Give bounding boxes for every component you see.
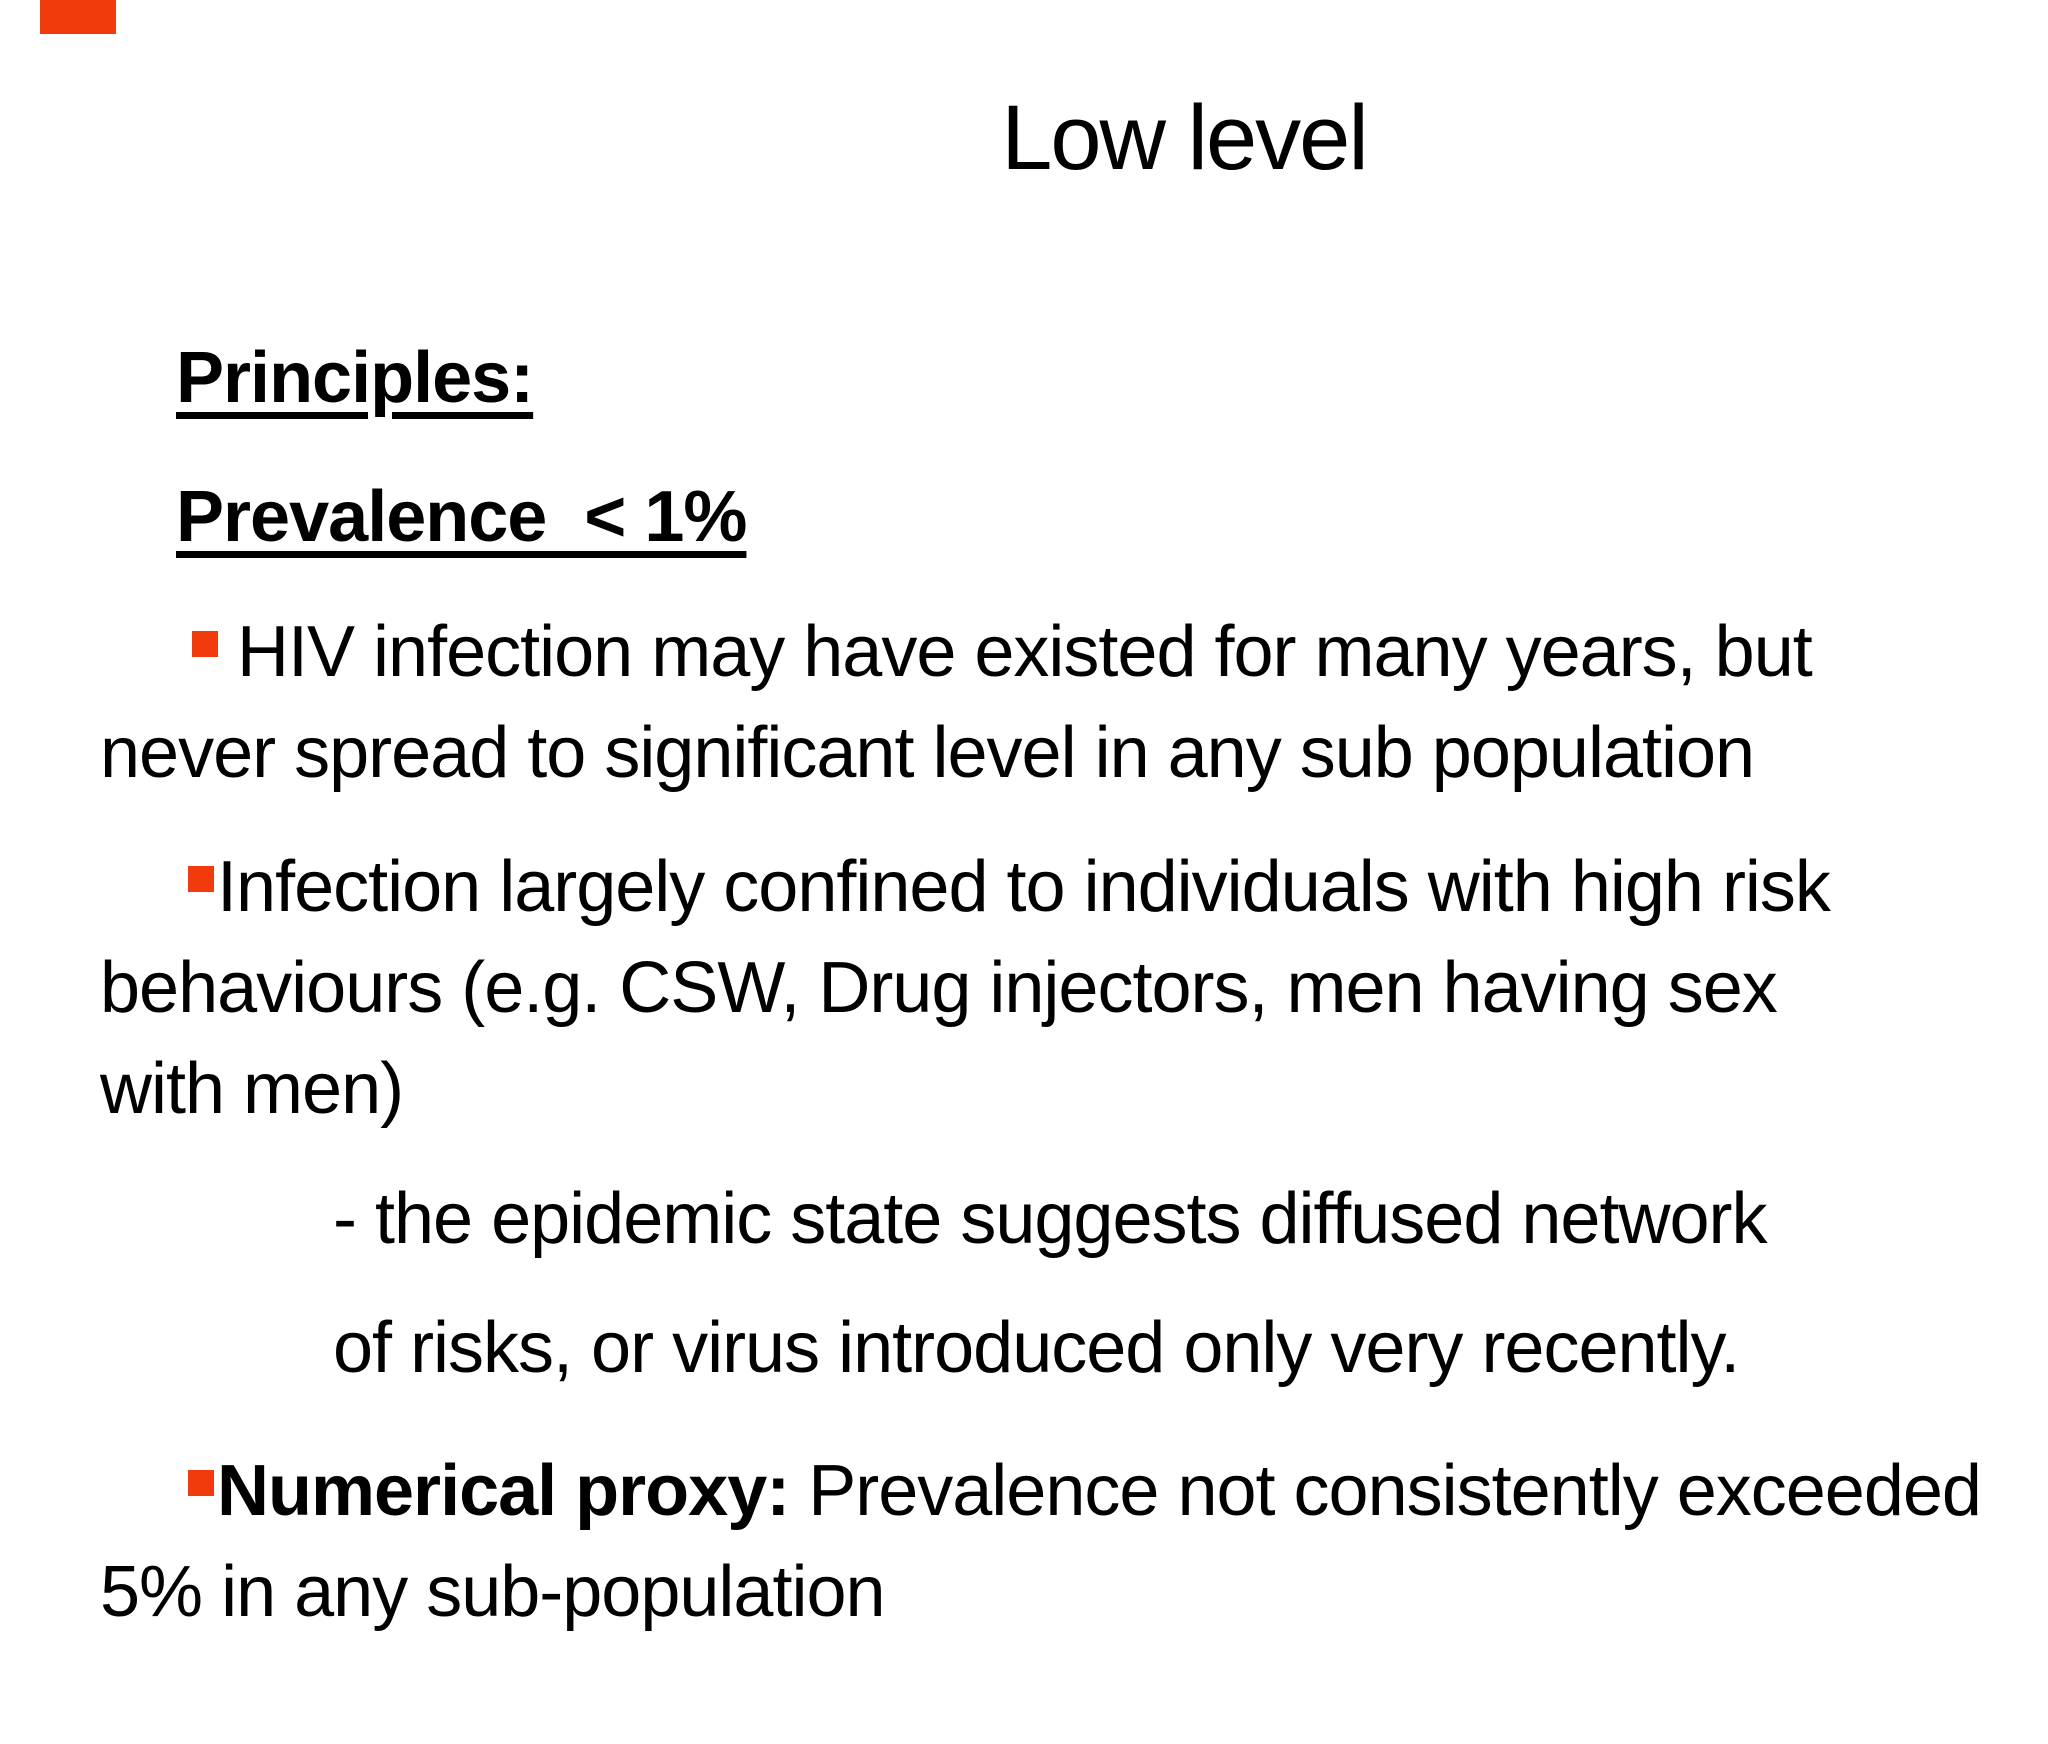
slide-canvas: Low level Principles: Prevalence < 1% HI…: [40, 0, 2038, 1632]
bullet-text: HIV infection may have existed for many …: [100, 612, 1813, 793]
heading-principles-label: Principles:: [176, 338, 534, 418]
heading-principles: Principles:: [100, 227, 2038, 530]
red-square-bullet-icon: [188, 866, 215, 892]
red-square-bullet-icon: [188, 1470, 215, 1496]
bullet-item-numerical-proxy: Numerical proxy: Prevalence not consiste…: [100, 1340, 2038, 1744]
bullet-text: Infection largely confined to individual…: [100, 847, 1831, 1129]
red-square-bullet-icon: [192, 631, 219, 657]
slide-title: Low level: [1001, 87, 1369, 189]
heading-prevalence: Prevalence < 1%: [100, 366, 2038, 669]
bullet-item-infection-confined: Infection largely confined to individual…: [100, 736, 2038, 1241]
heading-prevalence-label: Prevalence < 1%: [176, 477, 747, 557]
sub-line-text: of risks, or virus introduced only very …: [333, 1308, 1740, 1388]
sub-line-epidemic-state: - the epidemic state suggests diffused n…: [257, 1068, 2038, 1371]
sub-line-text: - the epidemic state suggests diffused n…: [333, 1179, 1767, 1259]
bullet-bold-lead: Numerical proxy:: [217, 1451, 790, 1531]
bullet-item-hiv-infection: HIV infection may have existed for many …: [100, 501, 2038, 905]
corner-accent-shape: [40, 0, 116, 34]
sub-line-of-risks: of risks, or virus introduced only very …: [257, 1197, 2038, 1500]
